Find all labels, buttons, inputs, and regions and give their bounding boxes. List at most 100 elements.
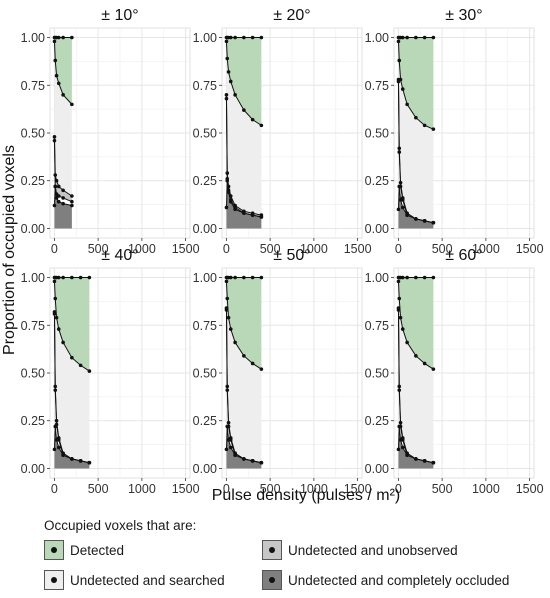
area-undetected-searched (54, 41, 72, 197)
y-tick-label: 1.00 (21, 271, 45, 285)
series-unobserved-boundary-point (52, 138, 57, 143)
series-detected-boundary-point (70, 102, 74, 107)
series-occluded-boundary-point (242, 457, 246, 461)
series-occluded-boundary-point (225, 424, 230, 429)
series-occluded-boundary-point (398, 438, 403, 442)
y-tick-label: 0.00 (193, 222, 217, 236)
series-detected-boundary-point (226, 70, 231, 74)
series-unobserved-boundary-point (224, 308, 229, 312)
series-detected-boundary-point (397, 58, 402, 63)
series-detected-boundary-point (53, 296, 58, 301)
series-detected-boundary-point (225, 296, 230, 301)
series-detected-boundary-point (396, 279, 401, 284)
series-detected-boundary-point (233, 93, 237, 97)
x-tick-label: 1000 (472, 482, 500, 496)
panel-4: ± 40° 0 500 1000 1500 0.00 0.25 0.50 0.75 1.00 (21, 247, 200, 496)
y-tick-label: 1.00 (365, 31, 389, 45)
area-undetected-searched (226, 41, 262, 216)
panel-6: ± 60° 0 500 1000 1500 0.00 0.25 0.50 0.75 1.00 (365, 247, 544, 496)
series-total-point (61, 35, 65, 40)
series-occluded-boundary-point (422, 459, 427, 463)
series-detected-boundary-point (226, 315, 231, 320)
series-detected-boundary-point (405, 102, 409, 107)
series-total-point (414, 35, 418, 40)
legend-item-unobserved: Undetected and unobserved (262, 540, 458, 560)
series-occluded-boundary-point (53, 184, 58, 189)
panel-3: ± 30° 0 500 1000 1500 0.00 0.25 0.50 0.75 1.00 (365, 7, 544, 256)
panel-title: ± 30° (445, 7, 482, 24)
legend-title: Occupied voxels that are: (44, 518, 197, 533)
series-occluded-boundary-point (70, 203, 74, 208)
y-tick-label: 0.00 (21, 462, 45, 476)
y-tick-label: 0.00 (193, 462, 217, 476)
panel-title: ± 60° (445, 247, 482, 264)
series-unobserved-boundary-point (61, 196, 65, 200)
panel-title: ± 20° (273, 7, 310, 24)
y-tick-label: 0.75 (365, 319, 389, 333)
area-undetected-searched (398, 41, 434, 223)
series-detected-boundary-point (228, 327, 233, 331)
series-detected-boundary-point (61, 340, 65, 345)
y-tick-label: 0.00 (365, 222, 389, 236)
series-searched-boundary-point (56, 184, 61, 189)
area-detected (398, 277, 434, 370)
x-tick-label: 0 (395, 482, 402, 496)
series-occluded-boundary-point (414, 217, 418, 221)
series-occluded-boundary-point (53, 424, 58, 429)
area-undetected-occluded (54, 426, 90, 469)
series-occluded-boundary-point (405, 213, 409, 217)
series-occluded-boundary-point (397, 184, 402, 189)
series-total-point (228, 275, 233, 280)
x-tick-label: 1500 (344, 242, 372, 256)
series-searched-boundary-point (61, 188, 65, 193)
series-occluded-boundary-point (398, 198, 403, 202)
series-total-point (242, 35, 246, 40)
series-unobserved-boundary-point (396, 79, 401, 84)
series-detected-boundary-point (225, 56, 230, 61)
series-occluded-boundary-point (422, 219, 427, 223)
series-occluded-boundary-point (56, 199, 61, 204)
x-tick-label: 0 (223, 242, 230, 256)
series-detected-boundary-point (70, 355, 74, 360)
y-tick-label: 0.75 (193, 319, 217, 333)
series-occluded-boundary-point (396, 447, 401, 452)
series-unobserved-boundary-point (397, 150, 402, 154)
area-detected (54, 37, 72, 105)
series-detected-boundary-point (250, 361, 255, 366)
x-tick-label: 1000 (300, 482, 328, 496)
series-total-point (422, 35, 427, 40)
series-detected-boundary-point (54, 315, 59, 320)
series-detected-boundary-point (56, 81, 61, 86)
series-total-point (431, 35, 436, 40)
panel-5: ± 50° 0 500 1000 1500 0.00 0.25 0.50 0.75 1.00 (193, 247, 372, 496)
x-tick-label: 1000 (128, 242, 156, 256)
series-detected-boundary-point (422, 123, 427, 128)
series-detected-boundary-point (224, 39, 229, 44)
series-occluded-boundary-point (397, 424, 402, 429)
y-tick-label: 0.25 (365, 414, 389, 428)
x-tick-label: 500 (88, 482, 109, 496)
series-total-point (242, 275, 246, 280)
series-total-point (61, 275, 65, 280)
series-detected-boundary-point (431, 127, 436, 131)
series-occluded-boundary-point (52, 203, 57, 208)
y-tick-label: 0.25 (193, 414, 217, 428)
area-undetected-occluded (398, 426, 434, 469)
series-searched-boundary-point (70, 194, 74, 198)
series-unobserved-boundary-point (397, 388, 402, 392)
series-occluded-boundary-point (78, 459, 83, 463)
y-tick-label: 0.25 (21, 174, 45, 188)
series-total-point (259, 35, 264, 40)
legend-key-detected (44, 540, 64, 560)
y-tick-label: 0.75 (21, 319, 45, 333)
x-tick-label: 500 (260, 242, 281, 256)
area-undetected-searched (398, 281, 434, 463)
series-detected-boundary-line (53, 281, 90, 372)
y-tick-label: 0.25 (193, 174, 217, 188)
series-total-point (228, 35, 233, 40)
series-unobserved-boundary-point (224, 96, 229, 101)
series-total-point (70, 35, 74, 40)
series-detected-boundary-point (233, 340, 237, 345)
y-tick-label: 0.50 (21, 127, 45, 141)
